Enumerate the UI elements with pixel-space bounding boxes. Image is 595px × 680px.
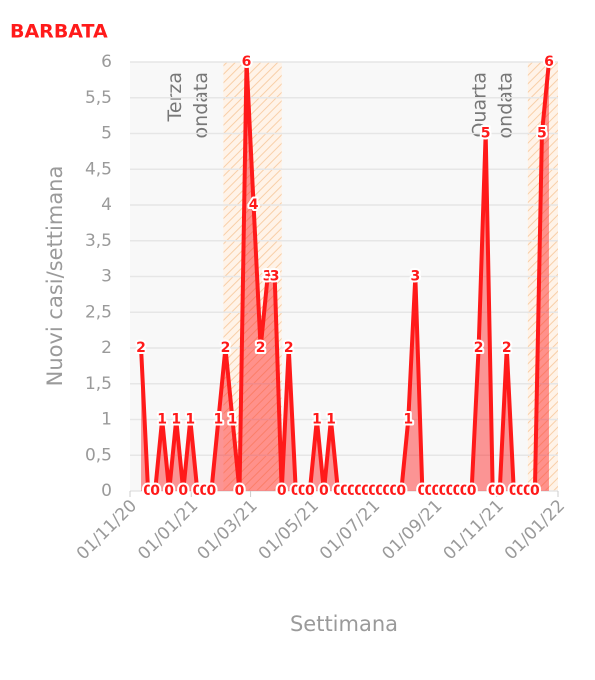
value-label: 0 — [333, 483, 343, 499]
value-label: 0 — [467, 483, 477, 499]
value-label: 2 — [502, 340, 512, 356]
value-label: 6 — [544, 54, 554, 70]
x-tick-label: 01/01/22 — [501, 496, 569, 564]
y-tick-label: 5 — [101, 124, 112, 144]
value-label: 0 — [340, 483, 350, 499]
value-label: 3 — [263, 269, 273, 285]
x-tick-label: 01/09/21 — [378, 496, 446, 564]
y-tick-label: 1 — [101, 410, 112, 430]
value-label: 1 — [312, 412, 322, 428]
value-label: 0 — [396, 483, 406, 499]
y-tick-label: 0 — [101, 481, 112, 501]
value-label: 3 — [410, 269, 420, 285]
value-label: 1 — [157, 412, 167, 428]
y-tick-label: 2,5 — [85, 302, 112, 322]
value-label: 1 — [171, 412, 181, 428]
value-label: 0 — [319, 483, 329, 499]
y-tick-label: 0,5 — [85, 445, 112, 465]
value-label: 0 — [389, 483, 399, 499]
wave-label: Quarta — [468, 72, 490, 138]
value-label: 0 — [509, 483, 519, 499]
x-tick-label: 01/05/21 — [255, 496, 323, 564]
value-label: 3 — [270, 269, 280, 285]
value-label: 1 — [403, 412, 413, 428]
x-axis-label: Settimana — [290, 612, 398, 636]
chart-title: BARBATA — [10, 21, 108, 43]
value-label: 1 — [214, 412, 224, 428]
value-label: 0 — [460, 483, 470, 499]
y-tick-label: 4,5 — [85, 159, 112, 179]
y-tick-label: 2 — [101, 338, 112, 358]
wave-label: ondata — [494, 72, 516, 138]
value-label: 0 — [375, 483, 385, 499]
x-tick-label: 01/07/21 — [316, 496, 384, 564]
value-label: 0 — [354, 483, 364, 499]
value-label: 0 — [368, 483, 378, 499]
value-label: 0 — [235, 483, 245, 499]
value-label: 0 — [516, 483, 526, 499]
value-label: 1 — [326, 412, 336, 428]
x-tick-label: 01/11/20 — [73, 496, 141, 564]
value-label: 0 — [143, 483, 153, 499]
value-label: 2 — [474, 340, 484, 356]
value-label: 0 — [192, 483, 202, 499]
y-tick-label: 3,5 — [85, 231, 112, 251]
value-label: 1 — [185, 412, 195, 428]
x-tick-label: 01/03/21 — [193, 496, 261, 564]
value-label: 0 — [417, 483, 427, 499]
value-label: 0 — [382, 483, 392, 499]
value-label: 4 — [249, 197, 259, 213]
value-label: 0 — [298, 483, 308, 499]
value-label: 0 — [523, 483, 533, 499]
y-tick-label: 5,5 — [85, 88, 112, 108]
value-label: 5 — [481, 126, 491, 142]
y-tick-label: 4 — [101, 195, 112, 215]
value-label: 1 — [228, 412, 238, 428]
value-label: 0 — [495, 483, 505, 499]
value-label: 0 — [453, 483, 463, 499]
value-label: 0 — [530, 483, 540, 499]
wave-label: ondata — [190, 72, 212, 138]
value-label: 5 — [537, 126, 547, 142]
value-label: 0 — [291, 483, 301, 499]
value-label: 0 — [361, 483, 371, 499]
y-tick-label: 6 — [101, 52, 112, 72]
value-label: 0 — [439, 483, 449, 499]
value-label: 0 — [347, 483, 357, 499]
value-label: 0 — [305, 483, 315, 499]
value-label: 0 — [164, 483, 174, 499]
value-label: 2 — [284, 340, 294, 356]
y-tick-label: 1,5 — [85, 374, 112, 394]
y-tick-label: 3 — [101, 267, 112, 287]
x-tick-label: 01/11/21 — [440, 496, 508, 564]
value-label: 0 — [432, 483, 442, 499]
value-label: 0 — [277, 483, 287, 499]
y-axis-label: Nuovi casi/settimana — [43, 166, 67, 387]
value-label: 2 — [221, 340, 231, 356]
value-label: 0 — [207, 483, 217, 499]
value-label: 0 — [488, 483, 498, 499]
value-label: 0 — [178, 483, 188, 499]
value-label: 6 — [242, 54, 252, 70]
value-label: 0 — [150, 483, 160, 499]
value-label: 2 — [136, 340, 146, 356]
value-label: 0 — [199, 483, 209, 499]
x-tick-label: 01/01/21 — [134, 496, 202, 564]
value-label: 0 — [425, 483, 435, 499]
line — [139, 60, 551, 493]
value-label: 0 — [446, 483, 456, 499]
value-label: 2 — [256, 340, 266, 356]
